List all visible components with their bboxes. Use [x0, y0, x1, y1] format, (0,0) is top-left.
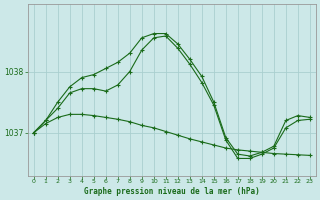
- X-axis label: Graphe pression niveau de la mer (hPa): Graphe pression niveau de la mer (hPa): [84, 187, 260, 196]
